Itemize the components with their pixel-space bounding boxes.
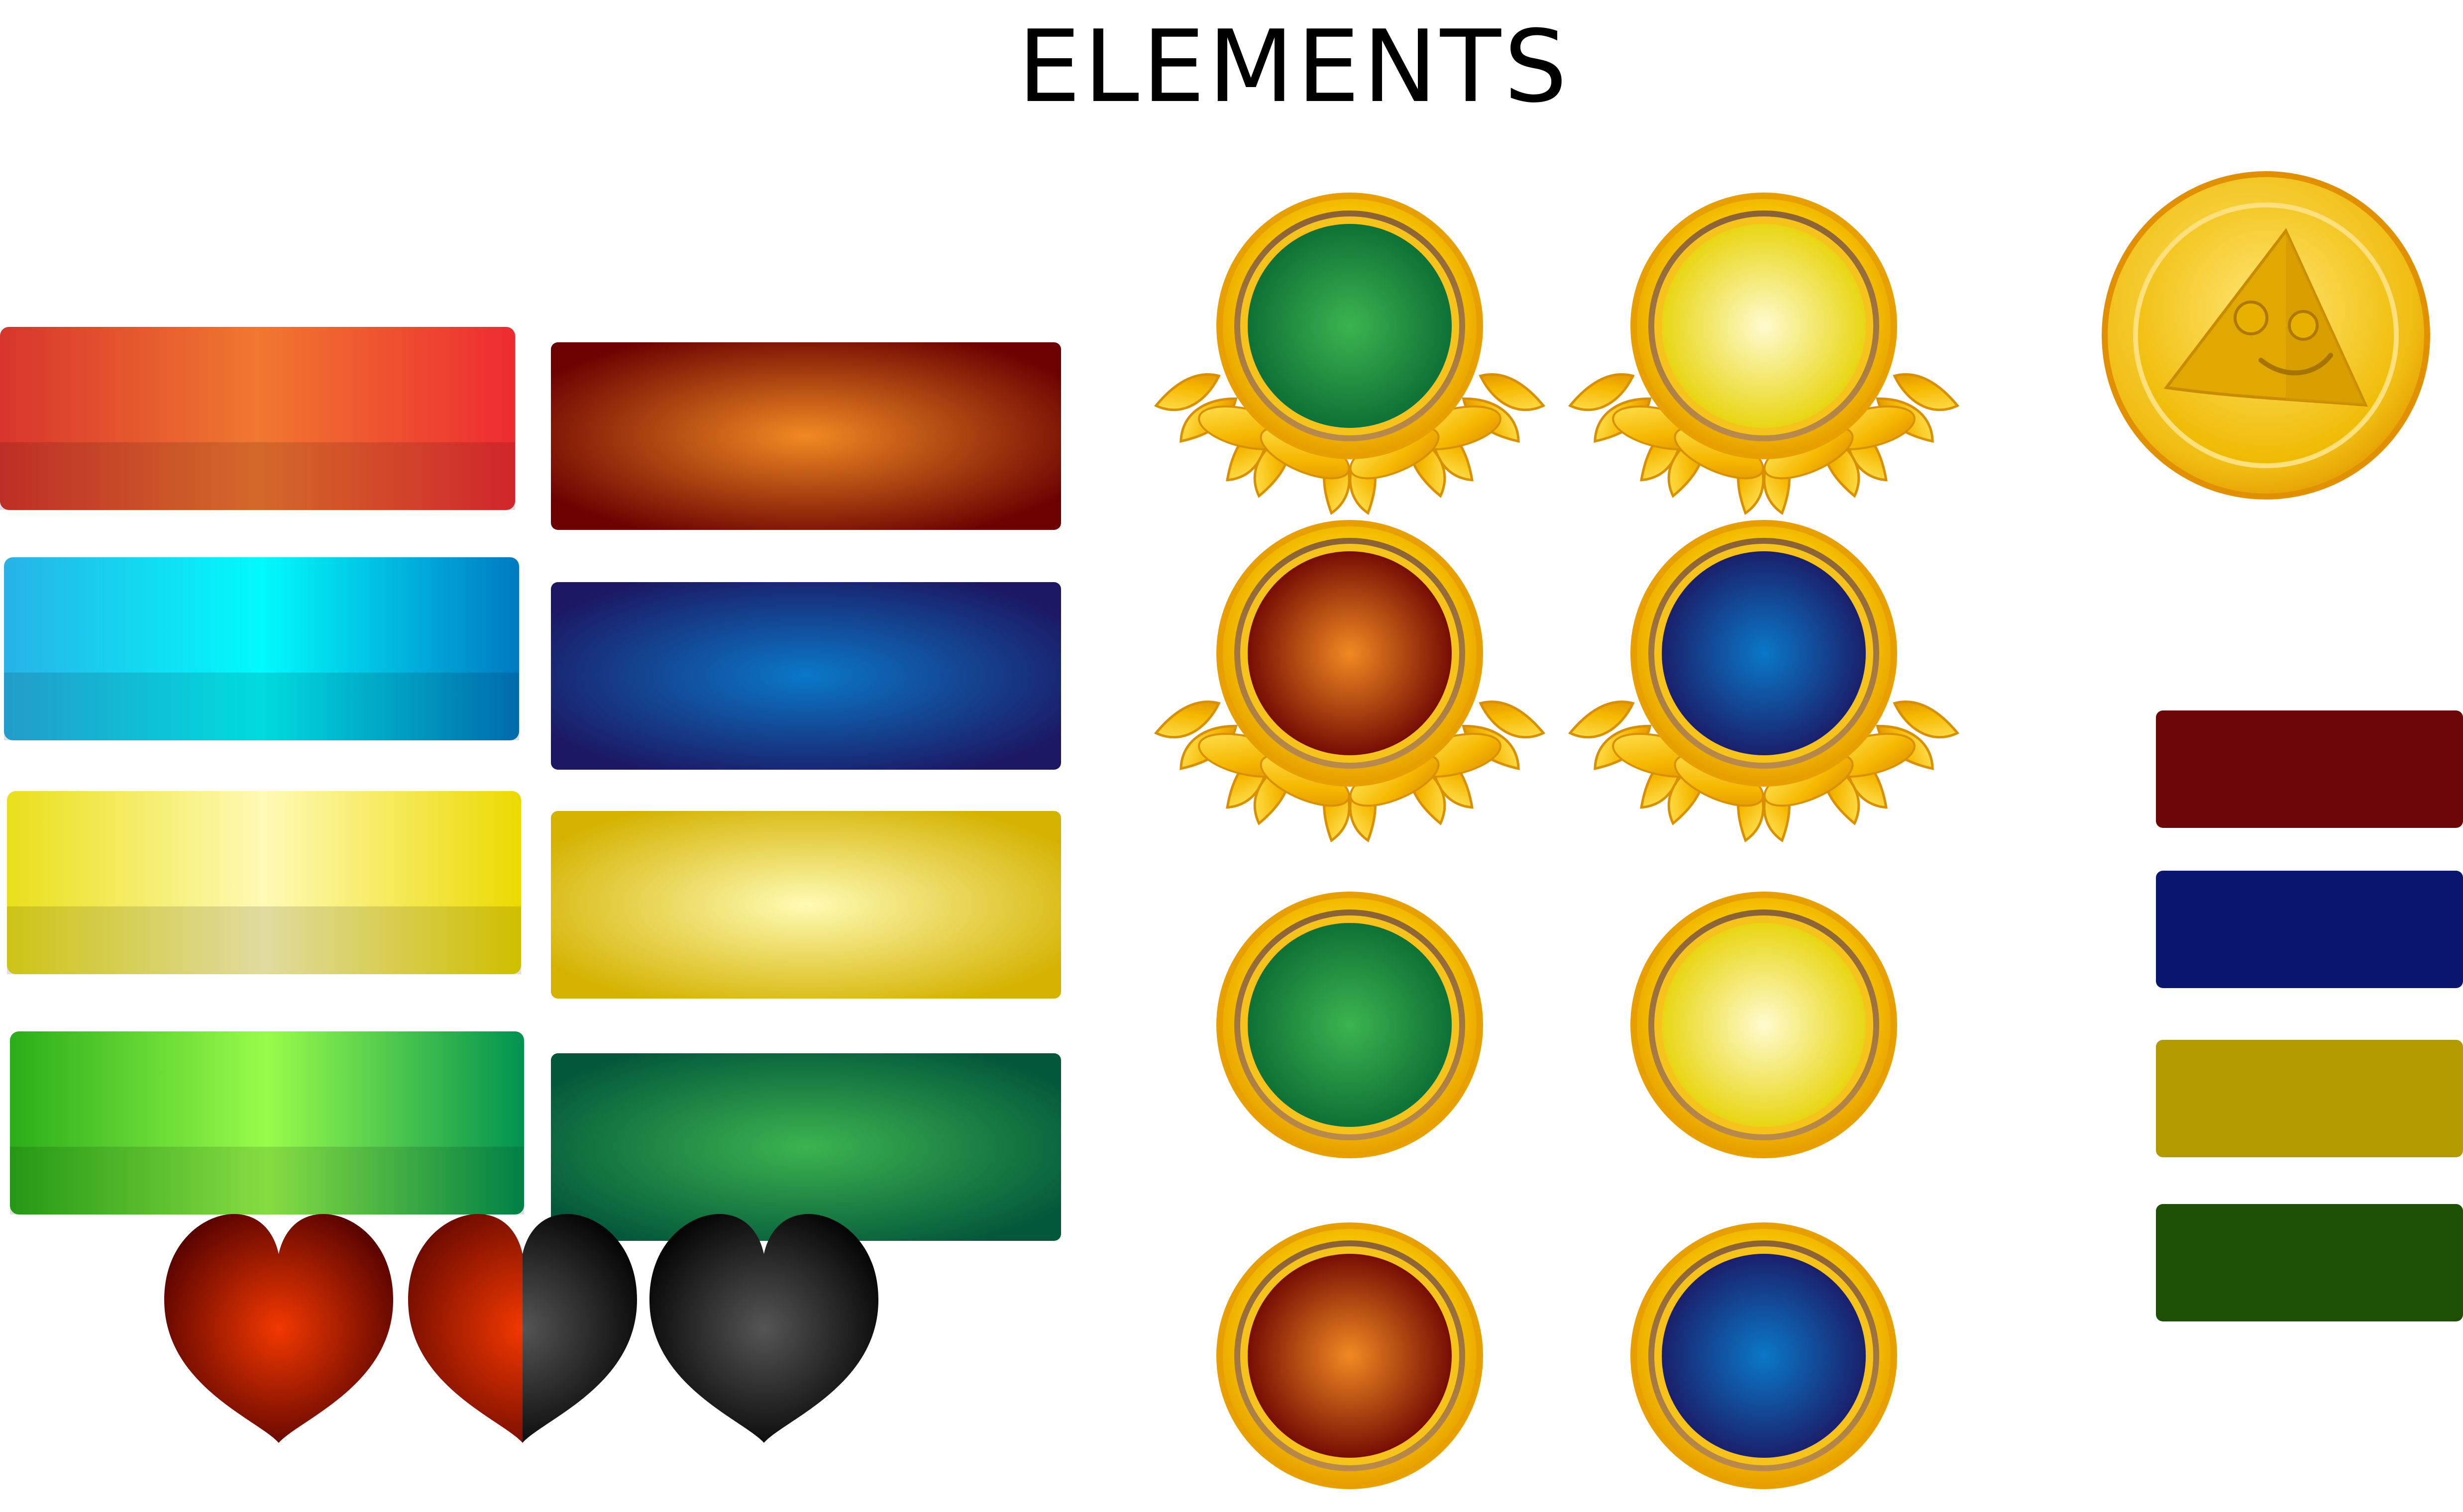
dark-red-flat-bar — [2156, 710, 2463, 828]
green-radial-panel — [551, 1053, 1061, 1241]
olive-flat-bar — [2156, 1040, 2463, 1157]
red-radial-panel — [551, 342, 1061, 530]
heart-full-icon — [164, 1214, 393, 1443]
orange-gradient-bar — [0, 327, 515, 510]
green-round-badge — [1216, 892, 1483, 1158]
blue-round-badge — [1630, 1222, 1897, 1489]
navy-flat-bar — [2156, 871, 2463, 988]
red-round-badge — [1216, 1222, 1483, 1489]
heart-half-icon — [408, 1214, 637, 1443]
blue-laurel-badge — [1565, 520, 1962, 843]
yellow-laurel-badge — [1565, 193, 1962, 515]
yellow-gradient-bar — [7, 791, 521, 974]
blue-radial-panel — [551, 582, 1061, 770]
page-title: ELEMENTS — [1018, 9, 1570, 125]
cyan-gradient-bar — [4, 557, 519, 740]
dark-green-flat-bar — [2156, 1204, 2463, 1321]
heart-empty-icon — [649, 1214, 878, 1443]
green-laurel-badge — [1151, 193, 1548, 515]
green-gradient-bar — [10, 1031, 524, 1214]
red-laurel-badge — [1151, 520, 1548, 843]
yellow-radial-panel — [551, 811, 1061, 999]
pizza-coin-icon — [2102, 171, 2430, 500]
yellow-round-badge — [1630, 892, 1897, 1158]
